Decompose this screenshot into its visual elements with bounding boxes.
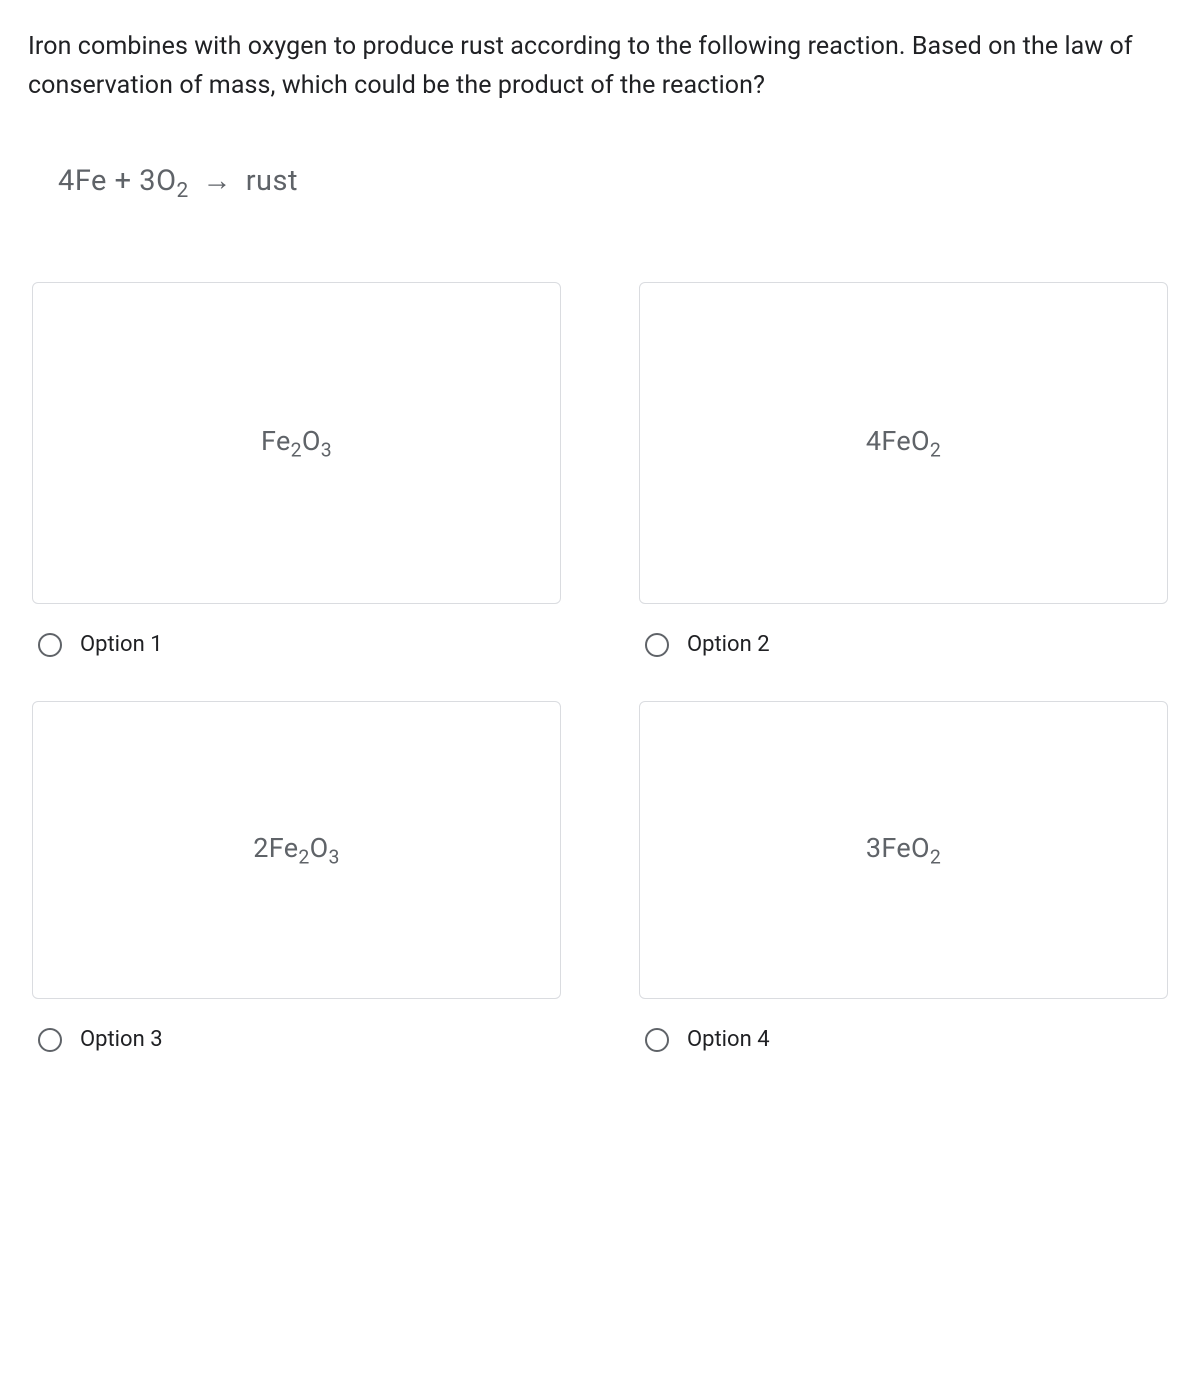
- option-3-radio-row[interactable]: Option 3: [32, 1027, 561, 1052]
- radio-icon[interactable]: [645, 1028, 669, 1052]
- eq-elem-2: O: [156, 164, 176, 198]
- question-container: Iron combines with oxygen to produce rus…: [0, 0, 1200, 1092]
- arrow-icon: →: [202, 164, 232, 198]
- option-4-label: Option 4: [687, 1027, 770, 1052]
- options-grid: Fe2O3 Option 1 4FeO2 Option 2 2Fe2O3 Opt…: [28, 282, 1172, 1052]
- eq-coeff-2: 3: [139, 164, 156, 198]
- reaction-equation: 4Fe + 3O2 → rust: [58, 164, 1172, 203]
- eq-elem-1: Fe: [75, 164, 107, 198]
- option-2-radio-row[interactable]: Option 2: [639, 632, 1168, 657]
- option-1: Fe2O3 Option 1: [32, 282, 561, 657]
- eq-plus: +: [107, 164, 139, 198]
- option-4: 3FeO2 Option 4: [639, 701, 1168, 1052]
- radio-icon[interactable]: [38, 1028, 62, 1052]
- option-3-formula: 2Fe2O3: [253, 832, 339, 868]
- eq-sub-2: 2: [177, 178, 189, 202]
- option-4-radio-row[interactable]: Option 4: [639, 1027, 1168, 1052]
- option-1-label: Option 1: [80, 632, 163, 657]
- option-2-formula: 4FeO2: [866, 425, 941, 461]
- option-4-formula: 3FeO2: [866, 832, 941, 868]
- radio-icon[interactable]: [645, 633, 669, 657]
- option-2-label: Option 2: [687, 632, 770, 657]
- option-3: 2Fe2O3 Option 3: [32, 701, 561, 1052]
- option-1-formula: Fe2O3: [261, 425, 332, 461]
- question-text: Iron combines with oxygen to produce rus…: [28, 28, 1172, 106]
- option-4-card[interactable]: 3FeO2: [639, 701, 1168, 999]
- option-3-card[interactable]: 2Fe2O3: [32, 701, 561, 999]
- option-2: 4FeO2 Option 2: [639, 282, 1168, 657]
- eq-rhs: rust: [246, 164, 298, 198]
- option-3-label: Option 3: [80, 1027, 163, 1052]
- radio-icon[interactable]: [38, 633, 62, 657]
- eq-coeff-1: 4: [58, 164, 75, 198]
- option-2-card[interactable]: 4FeO2: [639, 282, 1168, 604]
- option-1-radio-row[interactable]: Option 1: [32, 632, 561, 657]
- option-1-card[interactable]: Fe2O3: [32, 282, 561, 604]
